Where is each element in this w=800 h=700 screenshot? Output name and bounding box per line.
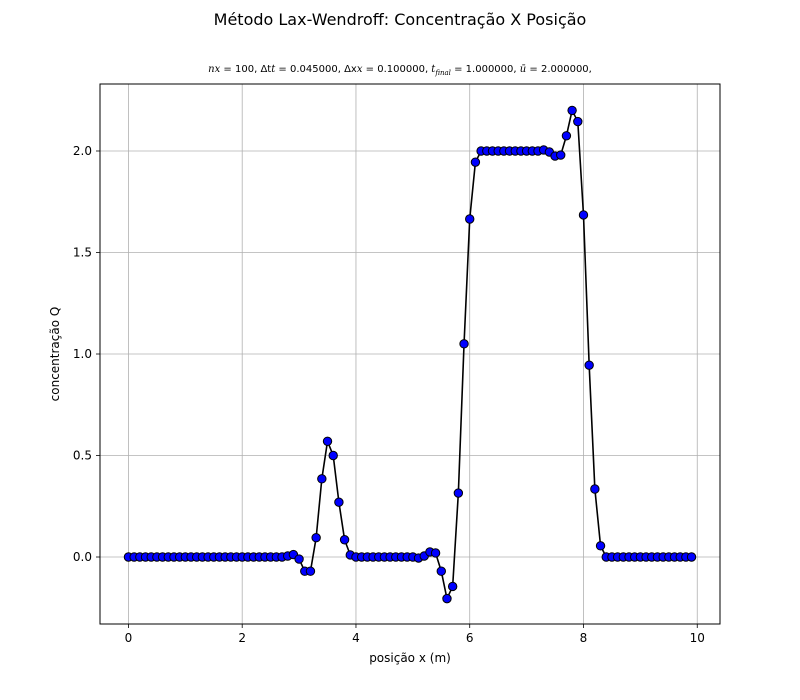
x-tick-label: 8 — [580, 631, 588, 645]
data-point — [470, 157, 481, 167]
data-point — [567, 105, 577, 116]
x-tick-label: 0 — [125, 631, 133, 645]
data-point — [328, 450, 338, 461]
data-point — [305, 566, 316, 576]
data-point — [465, 214, 475, 224]
param-tfinal-value: 1.000000 — [465, 64, 514, 75]
param-tfinal-label: t — [431, 64, 436, 75]
tick-layer: 0 2 4 6 8 10 0.0 0.5 1.0 1.5 2.0 — [73, 144, 705, 645]
data-point — [447, 581, 458, 592]
data-point — [573, 116, 583, 127]
param-dt-value: 0.045000 — [289, 64, 338, 75]
param-tfinal-sub: final — [435, 69, 451, 77]
x-tick-label: 2 — [238, 631, 246, 645]
y-tick-label: 1.0 — [73, 347, 92, 361]
data-point — [442, 593, 452, 604]
data-point — [556, 150, 566, 160]
data-point — [453, 488, 464, 498]
x-tick-label: 4 — [352, 631, 360, 645]
series-markers-layer — [123, 105, 697, 604]
data-point — [595, 541, 606, 551]
data-point — [584, 360, 594, 370]
y-tick-label: 1.5 — [73, 245, 92, 259]
data-point — [311, 533, 321, 543]
data-point — [322, 436, 333, 446]
data-point — [578, 210, 589, 220]
data-point — [436, 566, 446, 576]
data-point — [459, 339, 469, 349]
y-tick-label: 0.0 — [73, 550, 92, 564]
x-tick-label: 6 — [466, 631, 474, 645]
y-tick-label: 0.5 — [73, 449, 92, 463]
data-point — [561, 131, 572, 141]
parameters-subtitle: nx = 100, Δtt = 0.045000, Δxx = 0.100000… — [208, 64, 592, 77]
series-line — [128, 109, 692, 600]
param-ubar-value: 2.000000 — [540, 64, 589, 75]
param-dx-value: 0.100000 — [377, 64, 425, 75]
figure-title: Método Lax-Wendroff: Concentração X Posi… — [213, 10, 587, 29]
data-point — [430, 548, 441, 558]
data-point — [686, 552, 697, 562]
y-tick-label: 2.0 — [73, 144, 92, 158]
grid-layer — [100, 84, 720, 624]
param-nx-value: 100 — [234, 64, 255, 75]
x-axis-label: posição x (m) — [369, 651, 451, 665]
param-dx-label: Δx — [344, 64, 357, 75]
param-ubar-label: ū — [519, 64, 527, 75]
param-dt-label: Δt — [260, 64, 272, 75]
param-nx-label: nx — [208, 64, 221, 75]
data-point — [339, 535, 350, 545]
y-axis-label: concentração Q — [48, 307, 62, 402]
series-line-layer — [128, 109, 692, 600]
data-point — [317, 474, 327, 484]
x-tick-label: 10 — [690, 631, 705, 645]
data-point — [294, 554, 304, 564]
data-point — [334, 497, 344, 507]
data-point — [590, 484, 600, 494]
